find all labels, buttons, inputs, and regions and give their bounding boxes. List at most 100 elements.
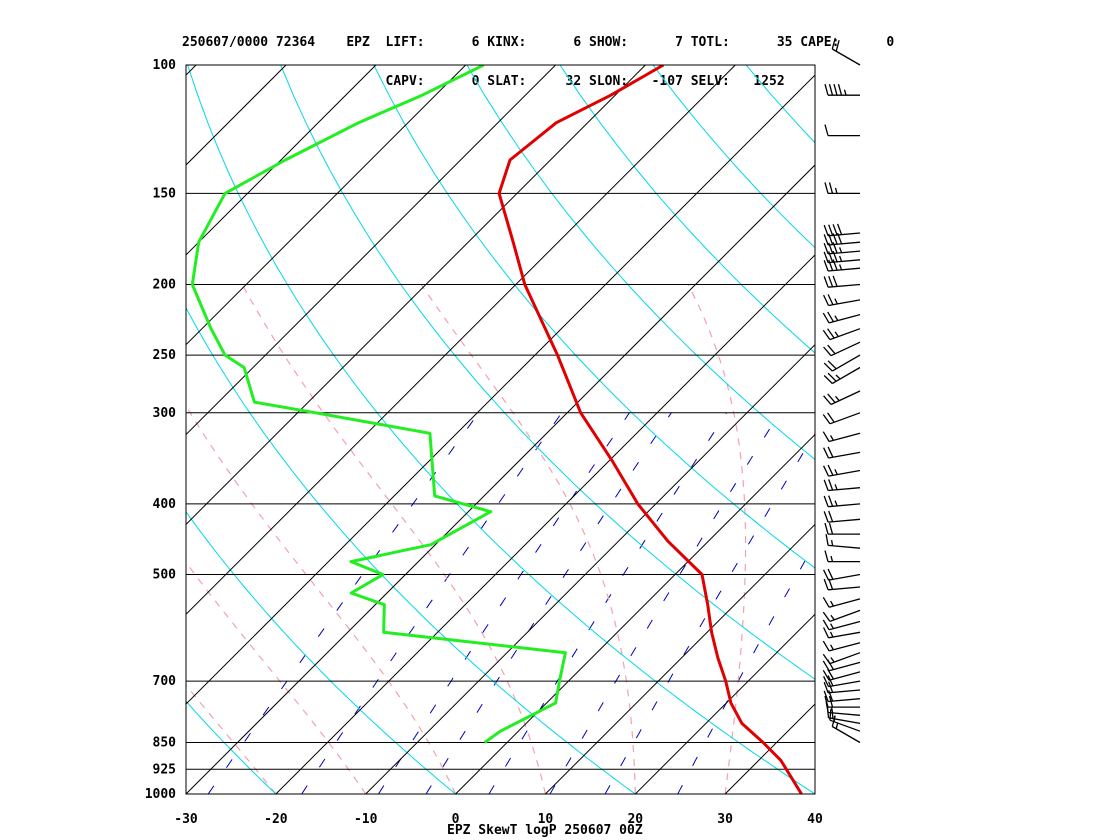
wind-barb-full bbox=[825, 533, 829, 546]
wind-barb-full bbox=[827, 311, 834, 323]
wind-barb-staff bbox=[828, 717, 861, 725]
mixing-ratio-line bbox=[378, 412, 630, 794]
wind-barb bbox=[823, 354, 861, 372]
mixing-ratio-line bbox=[549, 412, 781, 794]
chart-footer-title: EPZ SkewT logP 250607 00Z bbox=[447, 823, 643, 838]
wind-barb-full bbox=[823, 234, 829, 246]
wind-barb-half bbox=[830, 614, 835, 621]
mixing-ratio-lines bbox=[207, 412, 815, 794]
wind-barb-half bbox=[834, 298, 838, 305]
wind-barb-full bbox=[822, 431, 830, 442]
wind-barb-staff bbox=[828, 711, 861, 716]
wind-barb-full bbox=[822, 414, 831, 425]
moist-adiabat-line bbox=[186, 684, 277, 794]
isotherm-line bbox=[186, 65, 556, 436]
wind-barb-full bbox=[823, 511, 829, 523]
wind-barb-full bbox=[823, 395, 832, 405]
wind-barb-staff bbox=[828, 544, 861, 549]
wind-barb-half bbox=[831, 712, 834, 719]
wind-barb-full bbox=[823, 578, 829, 591]
temperature-tick-label: -30 bbox=[174, 812, 198, 827]
wind-barb-half bbox=[843, 89, 847, 96]
sounding-header: 250607/0000 72364 EPZ LIFT: 6 KINX: 6 SH… bbox=[182, 10, 894, 101]
wind-barb-staff bbox=[828, 620, 861, 631]
wind-barb-full bbox=[823, 224, 829, 237]
pressure-tick-label: 850 bbox=[153, 736, 177, 751]
temperature-tick-label: 30 bbox=[717, 812, 733, 827]
wind-barb-full bbox=[828, 510, 834, 522]
wind-barb-half bbox=[838, 255, 843, 262]
isotherm-line bbox=[186, 65, 736, 616]
wind-barb-full bbox=[823, 362, 833, 372]
pressure-tick-label: 100 bbox=[153, 58, 177, 73]
wind-barb bbox=[824, 182, 860, 195]
wind-barb bbox=[823, 675, 861, 688]
wind-barb-full bbox=[827, 372, 837, 382]
wind-barb-staff bbox=[828, 259, 861, 264]
wind-barb-staff bbox=[828, 469, 861, 477]
isotherm-line bbox=[186, 65, 287, 166]
mixing-ratio-line bbox=[425, 412, 672, 794]
wind-barb-half bbox=[838, 247, 843, 253]
wind-barb bbox=[823, 242, 861, 255]
wind-barb-staff bbox=[828, 451, 861, 459]
isotherm-line bbox=[814, 793, 815, 794]
pressure-labels: 100 150 200 250 300 400 500 700 850 925 1000 bbox=[145, 58, 176, 802]
wind-barb-staff bbox=[828, 241, 861, 246]
wind-barb-half bbox=[834, 315, 839, 321]
wind-barb bbox=[823, 341, 861, 357]
wind-barb bbox=[823, 294, 861, 307]
wind-barb-staff bbox=[831, 366, 861, 385]
mixing-ratio-line bbox=[488, 412, 727, 794]
wind-barb-staff bbox=[828, 671, 861, 681]
wind-barb-full bbox=[822, 660, 830, 672]
moist-adiabat-line bbox=[814, 791, 815, 794]
wind-barb bbox=[822, 431, 861, 443]
dry-adiabat-line bbox=[280, 65, 815, 680]
wind-barb-full bbox=[823, 276, 829, 288]
profile-lines bbox=[190, 65, 803, 794]
isotherm-line bbox=[545, 523, 815, 794]
mixing-ratio-line bbox=[604, 432, 815, 794]
wind-barb-full bbox=[822, 596, 830, 608]
wind-barb-half bbox=[835, 395, 840, 402]
wind-barb-full bbox=[824, 522, 829, 535]
mixing-ratio-line bbox=[207, 412, 480, 794]
wind-barb bbox=[823, 223, 861, 237]
wind-barb-half bbox=[834, 331, 839, 337]
pressure-tick-label: 150 bbox=[153, 186, 177, 201]
wind-barb-staff bbox=[828, 598, 861, 608]
wind-barb-full bbox=[822, 312, 830, 324]
plot-frame bbox=[185, 64, 816, 795]
wind-barb bbox=[822, 609, 861, 623]
wind-barb-staff bbox=[828, 283, 861, 288]
wind-barb-full bbox=[823, 260, 829, 272]
wind-barb-half bbox=[830, 707, 834, 714]
wind-barb-full bbox=[823, 465, 830, 477]
isotherm-line bbox=[455, 433, 815, 794]
wind-barb-full bbox=[823, 681, 829, 694]
isotherm-line bbox=[186, 74, 815, 705]
wind-barb bbox=[823, 495, 861, 508]
wind-barb bbox=[823, 275, 861, 288]
temperature-tick-label: 20 bbox=[627, 812, 643, 827]
wind-barb-full bbox=[824, 182, 829, 194]
mixing-ratio-line bbox=[677, 542, 815, 794]
wind-barb-full bbox=[833, 84, 838, 96]
wind-barb bbox=[823, 568, 861, 581]
wind-barb bbox=[831, 37, 861, 66]
wind-barb-half bbox=[830, 623, 834, 630]
wind-barb bbox=[825, 533, 861, 549]
wind-barb-full bbox=[828, 681, 834, 693]
moist-adiabat-line bbox=[687, 284, 747, 794]
wind-barb-staff bbox=[830, 341, 861, 357]
wind-barb-full bbox=[828, 84, 834, 96]
pressure-tick-label: 300 bbox=[153, 406, 177, 421]
wind-barb-full bbox=[827, 344, 836, 355]
wind-barb-half bbox=[830, 600, 834, 607]
wind-barb bbox=[824, 84, 860, 96]
wind-barb-half bbox=[830, 539, 834, 546]
wind-barb-staff bbox=[830, 390, 861, 406]
moist-adiabat-line bbox=[186, 561, 367, 794]
wind-barb-staff bbox=[828, 313, 861, 324]
